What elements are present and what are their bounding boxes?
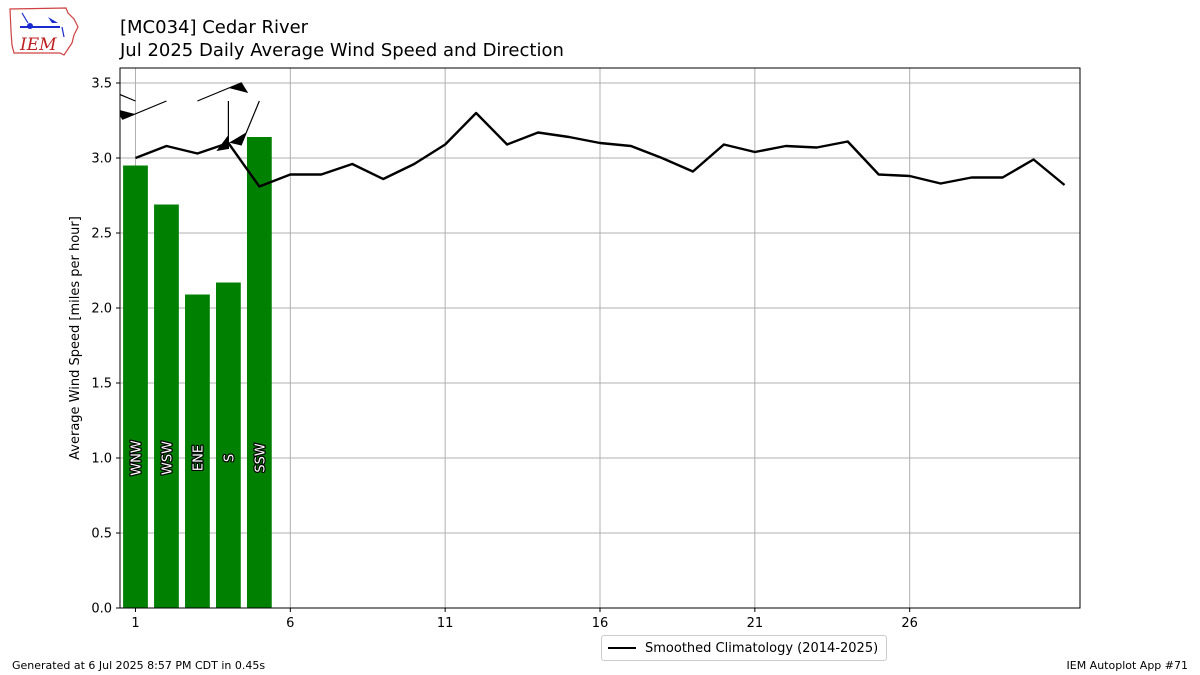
- wind-barb: [197, 82, 249, 102]
- wind-speed-bars: [123, 137, 272, 608]
- x-tick-label: 21: [747, 616, 764, 631]
- x-tick-label: 1: [131, 616, 139, 631]
- y-tick-label: 2.0: [91, 302, 112, 317]
- wind-barbs: [120, 82, 260, 151]
- iowa-map-icon: IEM: [9, 7, 79, 56]
- y-tick-label: 3.5: [91, 77, 112, 92]
- direction-label: WSW: [160, 441, 175, 475]
- chart-legend: Smoothed Climatology (2014-2025): [601, 635, 888, 661]
- y-tick-label: 0.5: [91, 527, 112, 542]
- wind-speed-bar: [154, 204, 179, 608]
- y-tick-label: 3.0: [91, 152, 112, 167]
- wind-barb: [216, 101, 229, 151]
- direction-label: ENE: [191, 445, 206, 471]
- direction-label: SSW: [253, 443, 268, 473]
- climatology-line-group: [135, 111, 1066, 188]
- direction-label: WNW: [129, 440, 144, 476]
- x-tick-label: 16: [592, 616, 609, 631]
- y-tick-label: 2.5: [91, 227, 112, 242]
- logo-text: IEM: [19, 35, 57, 55]
- legend-label: Smoothed Climatology (2014-2025): [645, 640, 879, 656]
- barb-flag: [229, 132, 247, 146]
- barb-flag: [228, 82, 249, 93]
- x-tick-label: 26: [901, 616, 918, 631]
- generated-timestamp: Generated at 6 Jul 2025 8:57 PM CDT in 0…: [12, 659, 266, 672]
- wind-speed-bar: [123, 165, 148, 608]
- chart-title-line1: [MC034] Cedar River: [120, 17, 309, 38]
- x-tick-label: 11: [437, 616, 454, 631]
- climatology-line: [135, 111, 1066, 188]
- y-tick-label: 0.0: [91, 602, 112, 617]
- wind-speed-bar: [185, 294, 210, 608]
- iem-logo: IEM: [8, 5, 82, 63]
- wind-barb: [120, 82, 136, 102]
- axes: 0.00.51.01.52.02.53.03.51 6 11 16 21 26Averag…: [68, 67, 1081, 631]
- barb-staff: [121, 100, 167, 120]
- wind-speed-bar: [246, 137, 272, 608]
- barb-flag: [216, 135, 229, 151]
- barb-staff: [120, 82, 136, 102]
- barb-staff: [197, 82, 242, 102]
- wind-barb: [229, 100, 260, 146]
- barb-flag: [120, 109, 136, 120]
- wind-speed-bar: [216, 282, 241, 608]
- direction-labels: WNW WSW ENE S SSW: [128, 439, 269, 477]
- app-credit: IEM Autoplot App #71: [1066, 659, 1189, 672]
- wind-barb: [120, 100, 167, 120]
- grid-lines: [120, 68, 1080, 609]
- y-tick-label: 1.5: [91, 377, 112, 392]
- legend-line-swatch: [608, 647, 636, 649]
- x-tick-label: 6: [286, 616, 294, 631]
- y-tick-label: 1.0: [91, 452, 112, 467]
- chart-title-line2: Jul 2025 Daily Average Wind Speed and Di…: [120, 40, 564, 61]
- direction-label: S: [222, 454, 237, 462]
- y-axis-label: Average Wind Speed [miles per hour]: [68, 216, 83, 460]
